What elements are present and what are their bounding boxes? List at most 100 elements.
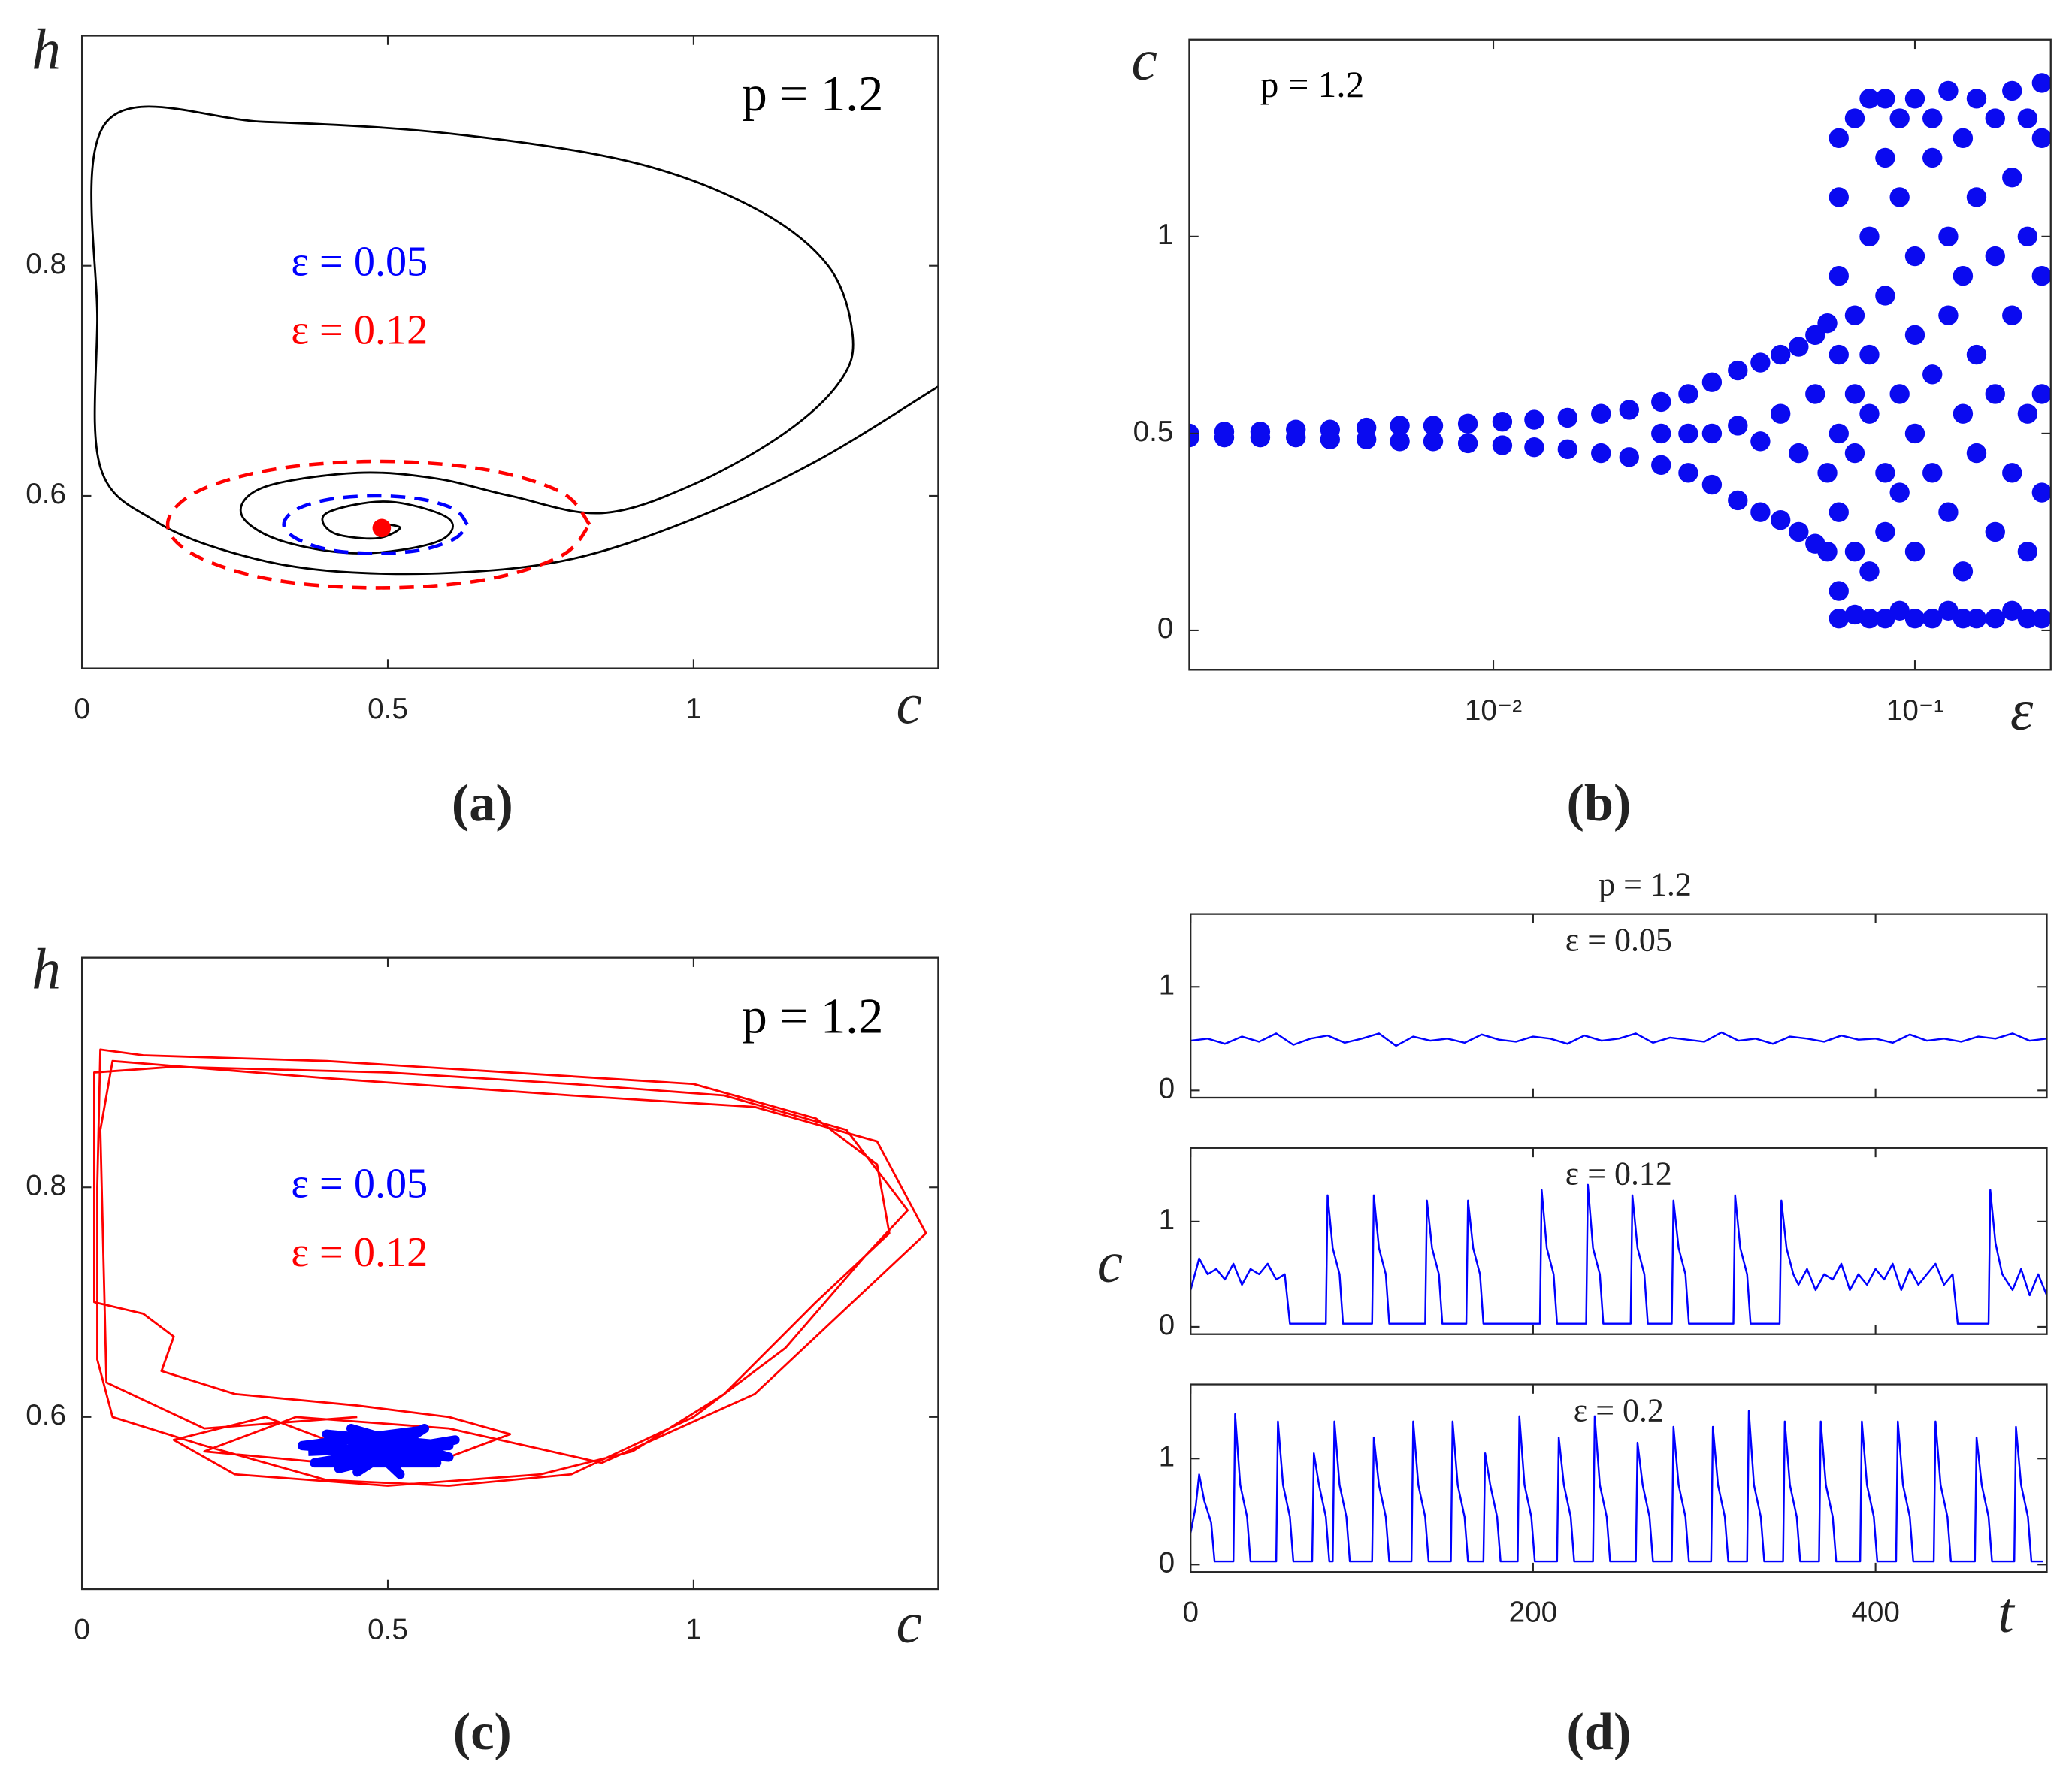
point xyxy=(1875,147,1895,168)
point xyxy=(2017,541,2038,562)
x-tick-label: 1 xyxy=(685,1614,702,1646)
point xyxy=(1214,427,1235,448)
annotation: ε = 0.12 xyxy=(291,307,428,354)
point xyxy=(1557,407,1578,428)
point xyxy=(1728,416,1748,436)
plot-frame xyxy=(1188,38,2052,671)
point xyxy=(1985,246,2005,267)
point xyxy=(1966,344,1987,365)
point xyxy=(1789,521,1809,542)
y-axis-label: c xyxy=(1097,1230,1123,1295)
point xyxy=(1829,581,1849,601)
point xyxy=(2031,384,2051,404)
point xyxy=(1678,384,1698,404)
point xyxy=(2002,305,2022,325)
point xyxy=(1524,437,1544,458)
x-axis-label: c xyxy=(897,671,922,736)
x-tick-label: 400 xyxy=(1851,1597,1899,1629)
point xyxy=(1953,609,1974,629)
point xyxy=(1938,502,1959,522)
point xyxy=(1844,305,1865,325)
x-tick-label: 0 xyxy=(74,1614,90,1646)
figure-title: p = 1.2 xyxy=(1599,866,1692,903)
point xyxy=(1457,413,1478,434)
point xyxy=(2031,128,2051,148)
point xyxy=(1922,108,1943,128)
point xyxy=(1985,384,2005,404)
y-tick-label: 0.6 xyxy=(26,478,66,510)
point xyxy=(1938,600,1959,621)
plot-frame xyxy=(80,35,939,669)
point xyxy=(1557,439,1578,460)
y-tick-label: 0.5 xyxy=(1133,416,1174,448)
point xyxy=(1423,416,1444,436)
point xyxy=(1591,443,1611,464)
point xyxy=(1953,266,1974,286)
point xyxy=(2031,73,2051,93)
point xyxy=(1922,609,1943,629)
x-tick-label: 1 xyxy=(685,693,702,725)
x-tick-label: 0 xyxy=(74,693,90,725)
point xyxy=(1770,403,1791,424)
y-tick-label: 1 xyxy=(1159,969,1175,1001)
plot-area xyxy=(82,35,939,669)
point xyxy=(1985,108,2005,128)
point xyxy=(1492,411,1513,432)
point xyxy=(1966,89,1987,109)
point xyxy=(1844,443,1865,464)
point xyxy=(1953,403,1974,424)
y-tick-label: 1 xyxy=(1157,219,1174,251)
point xyxy=(1889,600,1910,621)
point xyxy=(1985,609,2005,629)
point xyxy=(1728,360,1748,381)
point xyxy=(2002,463,2022,483)
x-tick-label: 0.5 xyxy=(368,1614,408,1646)
point xyxy=(1844,541,1865,562)
point xyxy=(1875,609,1895,629)
point xyxy=(1457,433,1478,454)
point xyxy=(2017,108,2038,128)
point xyxy=(2031,266,2051,286)
point xyxy=(1805,325,1825,346)
point xyxy=(1750,431,1771,452)
point xyxy=(1390,431,1410,452)
point xyxy=(1859,226,1880,247)
y-axis-label: h xyxy=(32,936,61,1001)
point xyxy=(1829,423,1849,444)
point xyxy=(1938,305,1959,325)
point xyxy=(2002,80,2022,101)
point xyxy=(2031,609,2051,629)
plot-area xyxy=(82,957,939,1590)
line xyxy=(1190,1031,2047,1047)
point xyxy=(372,518,392,538)
caption: (c) xyxy=(453,1703,512,1761)
point xyxy=(1770,344,1791,365)
plot-area xyxy=(1190,1147,2047,1334)
point xyxy=(1651,423,1671,444)
point xyxy=(1817,463,1838,483)
point xyxy=(1859,561,1880,582)
point xyxy=(1619,447,1639,467)
point xyxy=(1985,521,2005,542)
x-tick-label: 10⁻¹ xyxy=(1886,694,1943,727)
line xyxy=(1190,1183,2047,1325)
point xyxy=(1619,400,1639,420)
y-tick-label: 1 xyxy=(1159,1204,1175,1236)
point xyxy=(1829,266,1849,286)
point xyxy=(1904,541,1925,562)
x-axis-label: t xyxy=(1998,1579,2016,1644)
y-tick-label: 0 xyxy=(1159,1547,1175,1579)
y-axis-label: h xyxy=(32,17,61,82)
point xyxy=(1524,409,1544,430)
point xyxy=(1189,427,1199,448)
point xyxy=(1922,147,1943,168)
point xyxy=(1805,384,1825,404)
point xyxy=(1859,403,1880,424)
point xyxy=(1492,435,1513,455)
annotation: ε = 0.05 xyxy=(291,238,428,285)
y-tick-label: 0.8 xyxy=(26,248,66,280)
point xyxy=(2017,403,2038,424)
point xyxy=(2002,600,2022,621)
